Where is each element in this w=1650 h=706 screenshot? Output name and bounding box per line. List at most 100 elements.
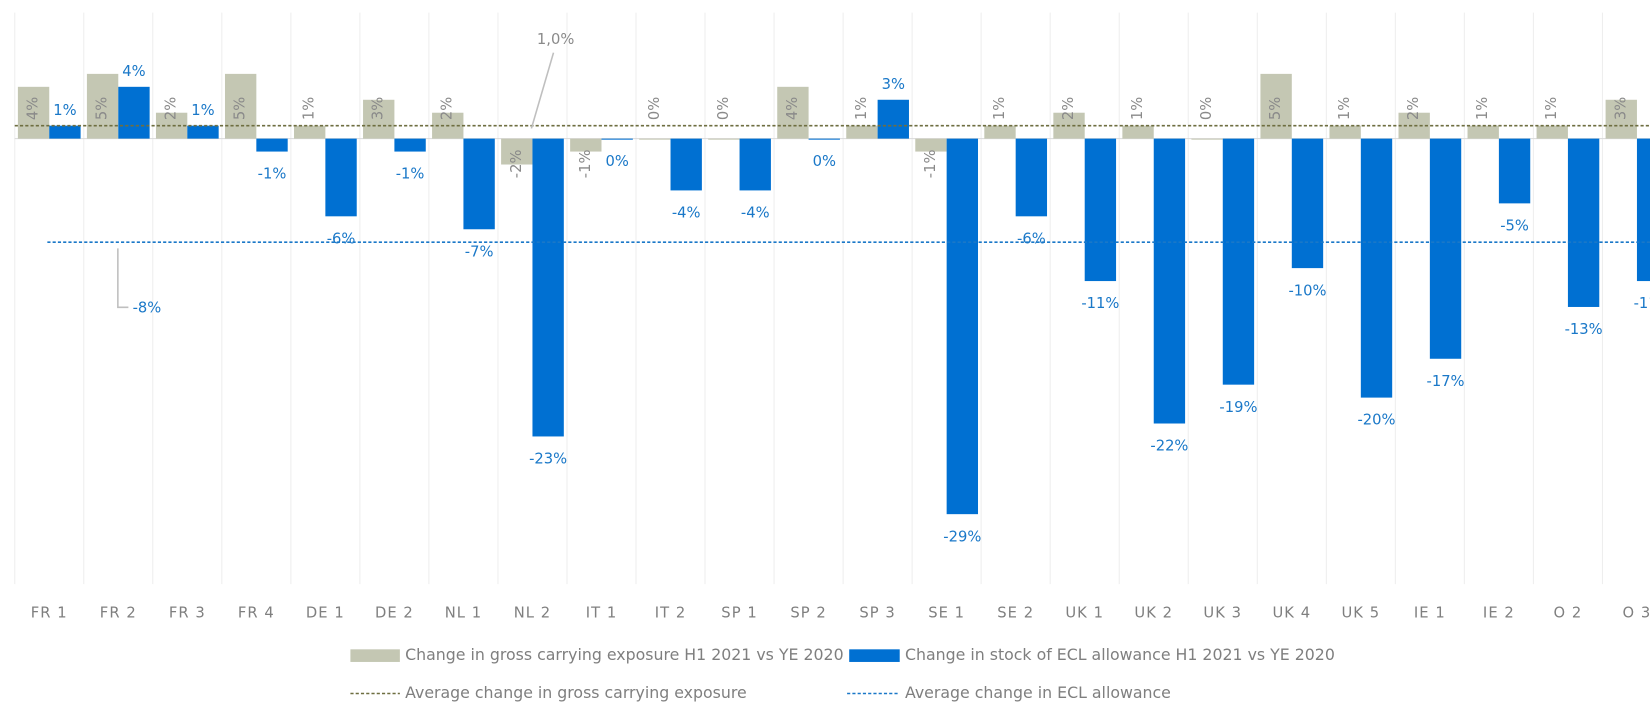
x-tick-label: NL 1 (445, 605, 482, 622)
bar (1122, 125, 1154, 139)
legend-label: Average change in gross carrying exposur… (405, 683, 747, 702)
data-label: 1% (853, 97, 870, 120)
data-label: 1% (1543, 97, 1560, 120)
data-label: 0% (813, 153, 836, 170)
bar (363, 99, 395, 139)
data-label: -6% (1017, 230, 1046, 247)
bar (155, 112, 188, 139)
bar (17, 86, 50, 139)
x-tick-label: O 2 (1554, 605, 1583, 622)
bar (1567, 138, 1600, 307)
leader-line (530, 52, 555, 129)
data-label: -4% (672, 205, 701, 222)
legend-label: Average change in ECL allowance (905, 683, 1171, 702)
data-label: 0% (646, 97, 663, 120)
x-tick-label: IT 1 (586, 605, 618, 622)
data-label: 2% (1405, 97, 1422, 120)
bar (86, 73, 119, 139)
bar (1536, 125, 1568, 139)
bar (1360, 138, 1393, 398)
data-label: 1% (301, 97, 318, 120)
data-label: -13% (1565, 321, 1603, 338)
bar (1605, 99, 1637, 139)
x-tick-label: FR 4 (238, 605, 275, 622)
bar (739, 138, 771, 191)
x-tick-label: UK 5 (1341, 605, 1380, 622)
data-label: 5% (232, 97, 249, 120)
data-label: 0% (605, 153, 628, 170)
data-label: 1% (1474, 97, 1491, 120)
x-tick-label: NL 2 (514, 605, 551, 622)
data-label: -6% (327, 230, 356, 247)
data-label: -20% (1357, 412, 1395, 429)
x-tick-label: DE 2 (375, 605, 414, 622)
x-tick-label: SP 1 (721, 605, 757, 622)
legend-swatch (350, 649, 400, 662)
legend: Change in gross carrying exposure H1 202… (350, 645, 1335, 702)
data-label: -17% (1427, 373, 1465, 390)
x-tick-label: IT 2 (655, 605, 687, 622)
bar (49, 125, 81, 139)
data-label: -1% (258, 166, 287, 183)
data-label: -4% (741, 205, 770, 222)
bar (394, 138, 426, 152)
data-label: -22% (1150, 438, 1188, 455)
data-label: 3% (1612, 97, 1629, 120)
data-label: 3% (882, 76, 905, 93)
data-label: -2% (508, 150, 525, 179)
data-label: -1% (922, 150, 939, 179)
legend-swatch (849, 649, 900, 662)
data-label: 0% (1198, 97, 1215, 120)
bar (1015, 138, 1048, 217)
data-label: -1% (396, 166, 425, 183)
bar (1191, 138, 1223, 140)
data-label: 0% (715, 97, 732, 120)
bar (187, 125, 219, 139)
bar (1153, 138, 1186, 424)
bar (1398, 112, 1430, 139)
bar (808, 138, 840, 140)
bar (1084, 138, 1117, 282)
x-tick-label: FR 3 (169, 605, 206, 622)
data-label: -19% (1219, 399, 1257, 416)
data-label: 1% (991, 97, 1008, 120)
x-tick-label: UK 2 (1134, 605, 1173, 622)
bar (708, 138, 740, 140)
bar (118, 86, 150, 139)
bar (1467, 125, 1499, 139)
bar (224, 73, 257, 139)
bar (1291, 138, 1324, 269)
bar (984, 125, 1016, 139)
leader-line (117, 248, 129, 309)
data-label: 5% (1267, 97, 1284, 120)
x-tick-label: FR 1 (31, 605, 68, 622)
x-tick-label: IE 1 (1414, 605, 1446, 622)
bar (639, 138, 671, 140)
bar (846, 125, 878, 139)
legend-label: Change in gross carrying exposure H1 202… (405, 645, 843, 664)
bar (601, 138, 633, 140)
x-tick-label: SP 3 (859, 605, 895, 622)
bar (325, 138, 357, 217)
data-label: -23% (529, 451, 567, 468)
data-label: -7% (465, 243, 494, 260)
x-tick-label: SE 2 (997, 605, 1034, 622)
bar (777, 86, 809, 139)
data-label: 4% (784, 97, 801, 120)
data-label: -5% (1500, 218, 1529, 235)
x-tick-label: O 3 (1623, 605, 1650, 622)
x-tick-label: SP 2 (790, 605, 826, 622)
data-label: -11% (1634, 295, 1650, 312)
data-label: -11% (1081, 295, 1119, 312)
bar (1636, 138, 1650, 282)
bar (501, 138, 533, 165)
legend-label: Change in stock of ECL allowance H1 2021… (905, 645, 1335, 664)
average-label: 1,0% (537, 31, 574, 48)
x-tick-label: UK 3 (1203, 605, 1242, 622)
x-tick-label: SE 1 (928, 605, 965, 622)
data-label: -1% (577, 150, 594, 179)
data-label: 2% (163, 97, 180, 120)
bar (570, 138, 602, 152)
average-label: -8% (133, 299, 162, 316)
